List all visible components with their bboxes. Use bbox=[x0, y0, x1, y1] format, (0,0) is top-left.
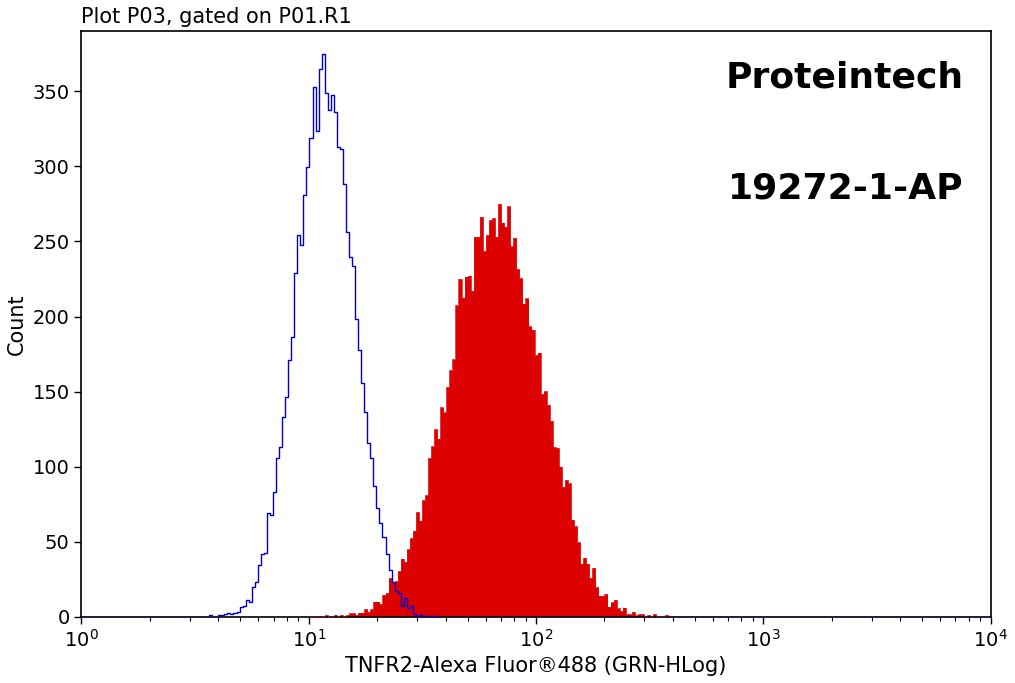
X-axis label: TNFR2-Alexa Fluor®488 (GRN-HLog): TNFR2-Alexa Fluor®488 (GRN-HLog) bbox=[345, 656, 727, 676]
Text: 19272-1-AP: 19272-1-AP bbox=[728, 172, 963, 206]
Y-axis label: Count: Count bbox=[7, 293, 27, 355]
Text: Proteintech: Proteintech bbox=[726, 61, 963, 94]
Text: Plot P03, gated on P01.R1: Plot P03, gated on P01.R1 bbox=[81, 7, 352, 27]
